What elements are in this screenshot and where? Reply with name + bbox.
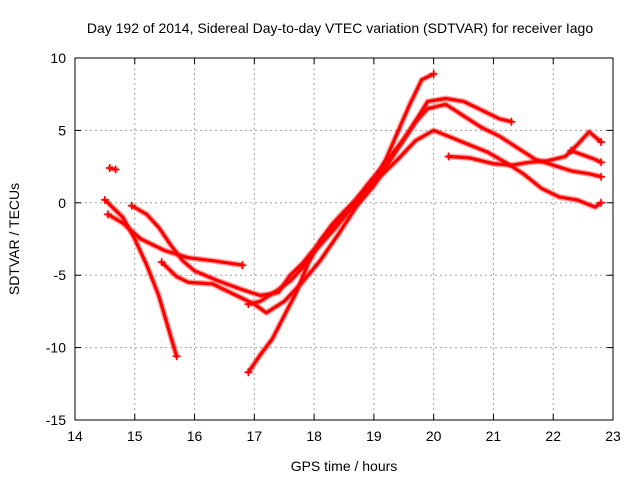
- series-point-marker: [100, 195, 109, 204]
- data-series: [100, 69, 606, 377]
- series-pass-8: [447, 130, 603, 167]
- grid-lines: [75, 58, 613, 420]
- y-tick-label: 0: [58, 195, 66, 211]
- series-pass-4: [130, 102, 603, 298]
- series-point-marker: [244, 300, 253, 309]
- series-point-marker: [111, 165, 120, 174]
- series-point-marker: [244, 368, 253, 377]
- series-point-marker: [597, 172, 606, 181]
- series-point-marker: [172, 352, 181, 361]
- series-point-marker: [105, 164, 114, 173]
- x-tick-label: 14: [67, 428, 83, 444]
- series-point-marker: [597, 158, 606, 167]
- series-point-marker: [567, 146, 576, 155]
- series-pass-5: [160, 96, 513, 315]
- series-point-marker: [103, 210, 112, 219]
- x-tick-label: 20: [426, 428, 442, 444]
- series-pass-9: [569, 149, 603, 164]
- series-point-marker: [238, 261, 247, 270]
- y-axis-label: SDTVAR / TECUs: [6, 183, 22, 295]
- y-tick-label: -10: [46, 340, 66, 356]
- series-pass-1-halo: [101, 196, 180, 360]
- chart-title: Day 192 of 2014, Sidereal Day-to-day VTE…: [87, 20, 594, 36]
- x-axis-label: GPS time / hours: [291, 458, 398, 474]
- x-tick-label: 22: [545, 428, 561, 444]
- y-tick-label: 5: [58, 122, 66, 138]
- plot-frame: [74, 57, 614, 421]
- series-pass-7: [246, 128, 603, 306]
- x-tick-label: 15: [127, 428, 143, 444]
- y-tick-label: -15: [46, 412, 66, 428]
- y-tick-label: -5: [54, 267, 67, 283]
- x-tick-label: 19: [366, 428, 382, 444]
- y-tick-label: 10: [50, 50, 66, 66]
- series-pass-3: [106, 212, 244, 267]
- axis-ticks: 14 15 16 17 18 19 20 21 22 23 -15 -10 -5 0 5 10: [46, 50, 621, 444]
- series-point-marker: [507, 117, 516, 126]
- series-point-marker: [429, 69, 438, 78]
- series-point-marker: [127, 201, 136, 210]
- series-pass-4-halo: [128, 101, 604, 299]
- series-point-marker: [157, 258, 166, 267]
- series-pass-1: [103, 198, 179, 358]
- series-point-marker: [597, 198, 606, 207]
- series-point-marker: [597, 137, 606, 146]
- x-tick-label: 23: [605, 428, 621, 444]
- x-tick-label: 16: [187, 428, 203, 444]
- series-pass-6: [246, 72, 436, 374]
- x-tick-label: 21: [486, 428, 502, 444]
- series-point-marker: [444, 152, 453, 161]
- x-tick-label: 17: [247, 428, 263, 444]
- x-tick-label: 18: [306, 428, 322, 444]
